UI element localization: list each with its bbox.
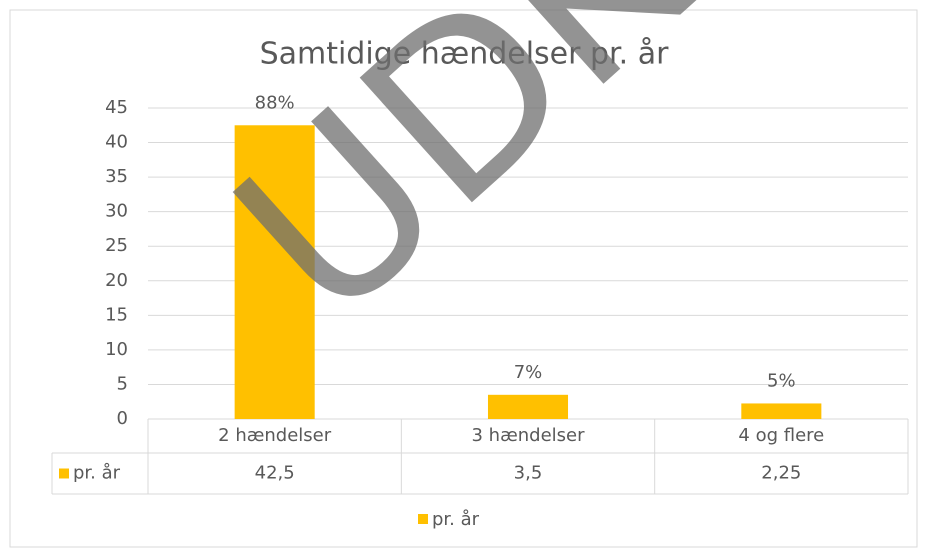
legend-key (418, 514, 428, 524)
chart-frame (9, 9, 918, 548)
bar (234, 125, 315, 420)
y-tick-label: 25 (105, 235, 128, 256)
legend-label: pr. år (432, 509, 480, 530)
table-legend-key (59, 468, 69, 479)
y-tick-label: 35 (105, 166, 128, 187)
y-tick-label: 40 (105, 132, 128, 153)
table-value: 2,25 (761, 463, 801, 484)
x-tick-label: 2 hændelser (218, 425, 332, 446)
table-series-name: pr. år (73, 463, 121, 484)
x-tick-label: 3 hændelser (471, 425, 585, 446)
table-value: 42,5 (255, 463, 295, 484)
data-label: 5% (767, 370, 796, 391)
y-tick-label: 15 (105, 304, 128, 325)
y-tick-label: 5 (117, 373, 128, 394)
bar (741, 403, 822, 419)
y-tick-label: 20 (105, 270, 128, 291)
y-tick-label: 10 (105, 339, 128, 360)
table-value: 3,5 (514, 463, 543, 484)
x-tick-label: 4 og flere (738, 425, 824, 446)
y-tick-label: 45 (105, 97, 128, 118)
data-label: 7% (514, 362, 543, 383)
bar (487, 394, 569, 419)
y-tick-label: 0 (117, 408, 128, 429)
y-tick-label: 30 (105, 201, 128, 222)
data-label: 88% (255, 92, 295, 113)
chart-title: Samtidige hændelser pr. år (260, 37, 670, 72)
